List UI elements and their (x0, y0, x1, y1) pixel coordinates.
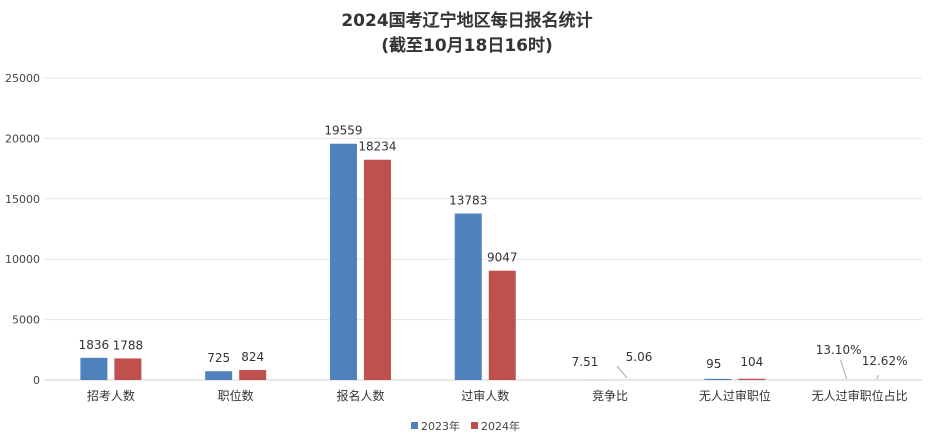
x-tick-label: 职位数 (218, 388, 254, 403)
bar-2023 (330, 144, 357, 380)
x-tick-label: 报名人数 (336, 388, 384, 403)
chart-title: 2024国考辽宁地区每日报名统计 (341, 10, 592, 31)
legend-label-2024: 2024年 (481, 419, 520, 433)
bar-2023 (704, 379, 731, 380)
bar-2023 (80, 358, 107, 380)
x-tick-label: 过审人数 (461, 388, 509, 403)
data-label: 13.10% (816, 343, 862, 357)
data-label: 12.62% (862, 354, 908, 368)
bar-2023 (205, 371, 232, 380)
leader-line (617, 366, 627, 378)
bar-2024 (738, 379, 765, 380)
bar-2024 (489, 271, 516, 380)
legend-swatch-2024 (471, 422, 478, 429)
x-tick-label: 招考人数 (87, 388, 135, 403)
bar-2024 (114, 358, 141, 380)
data-label: 5.06 (626, 350, 653, 364)
data-label: 13783 (449, 194, 487, 208)
data-label: 104 (740, 355, 763, 369)
y-tick-label: 5000 (12, 314, 40, 327)
y-tick-label: 0 (33, 374, 40, 387)
legend-label-2023: 2023年 (421, 419, 460, 433)
legend: 2023年 2024年 (411, 419, 520, 433)
data-label: 95 (706, 357, 721, 371)
y-tick-label: 20000 (5, 132, 40, 145)
chart-subtitle: (截至10月18日16时) (381, 35, 553, 56)
data-label: 1836 (79, 338, 110, 352)
leader-line (841, 360, 847, 379)
data-label: 19559 (324, 124, 362, 138)
bar-2023 (455, 214, 482, 380)
data-label: 824 (241, 350, 264, 364)
legend-swatch-2023 (411, 422, 418, 429)
bar-2024 (239, 370, 266, 380)
data-label: 18234 (358, 140, 396, 154)
data-label: 725 (207, 351, 230, 365)
y-tick-label: 25000 (5, 72, 40, 85)
leader-line (877, 375, 879, 379)
data-label: 9047 (487, 251, 518, 265)
data-label: 1788 (113, 338, 144, 352)
x-tick-label: 竞争比 (592, 389, 628, 403)
bar-2024 (364, 160, 391, 380)
y-tick-label: 10000 (5, 253, 40, 266)
y-tick-label: 15000 (5, 193, 40, 206)
x-tick-label: 无人过审职位 (699, 388, 771, 403)
data-label: 7.51 (572, 355, 599, 369)
x-tick-label: 无人过审职位占比 (812, 388, 908, 403)
